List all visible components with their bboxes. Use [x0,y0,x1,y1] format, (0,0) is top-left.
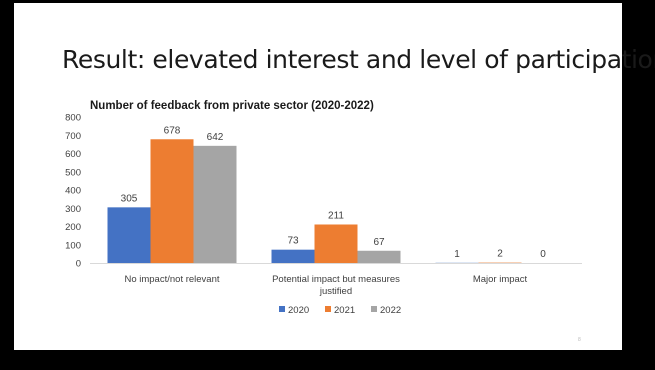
y-tick-label: 700 [65,131,81,142]
data-label: 1 [454,249,460,260]
x-tick-label: No impact/not relevant [124,274,219,285]
data-label: 211 [328,210,344,221]
bar [271,249,315,263]
chart-title: Number of feedback from private sector (… [90,100,374,112]
page-number: 8 [578,337,581,343]
y-tick-label: 800 [65,113,81,124]
legend-label: 2022 [380,305,401,316]
y-tick-label: 100 [65,240,81,251]
data-label: 73 [287,236,299,247]
x-tick-label: Potential impact but measures [272,274,400,285]
legend-label: 2020 [288,305,309,316]
bar [107,207,151,263]
slide-title: Result: elevated interest and level of p… [62,45,655,74]
y-tick-label: 500 [65,167,81,178]
data-label: 678 [164,125,181,136]
y-tick-label: 400 [65,186,81,197]
legend-label: 2021 [334,305,355,316]
bar [357,250,401,263]
y-tick-label: 600 [65,149,81,160]
data-label: 2 [497,249,503,260]
y-tick-label: 200 [65,222,81,233]
feedback-bar-chart: Number of feedback from private sector (… [65,100,582,316]
data-label: 67 [373,237,385,248]
legend-swatch [325,306,331,312]
bar [150,139,194,263]
bar [193,145,237,263]
x-tick-label: justified [319,286,352,297]
y-tick-label: 0 [76,259,81,270]
x-tick-label: Major impact [473,274,528,285]
data-label: 305 [121,193,138,204]
bar [314,224,358,263]
y-tick-label: 300 [65,204,81,215]
data-label: 642 [207,132,224,143]
legend-swatch [279,306,285,312]
legend-swatch [371,306,377,312]
data-label: 0 [540,249,546,260]
slide: Result: elevated interest and level of p… [14,3,655,350]
